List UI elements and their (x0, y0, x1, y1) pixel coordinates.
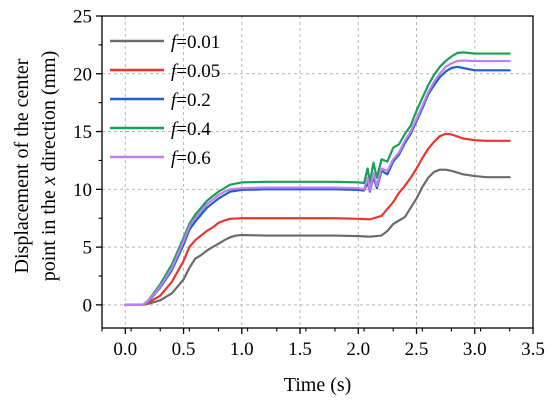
x-tick-label: 0.5 (172, 339, 196, 360)
x-tick-label: 2.0 (346, 339, 370, 360)
legend-label: f=0.2 (171, 90, 211, 111)
legend-item-4: f=0.4 (110, 119, 211, 140)
y-tick-label: 25 (73, 7, 92, 28)
grid (102, 16, 533, 328)
plot-frame (101, 15, 534, 329)
legend-label-variable: f (171, 148, 179, 169)
y-axis-label: Displacement of the center point in the … (11, 51, 60, 282)
y-tick-label: 10 (73, 180, 92, 201)
legend-label-value: =0.01 (176, 32, 220, 53)
y-axis-label-prefix: point in the (38, 185, 60, 281)
axis-ticks: 0.0 0.5 1.0 1.5 2.0 2.5 3.0 3.5 0 5 10 15 20 25 (73, 7, 545, 361)
legend-label-variable: f (171, 61, 179, 82)
legend-label-value: =0.6 (176, 148, 210, 169)
x-axis-label: Time (s) (284, 374, 352, 396)
series-line-2 (124, 132, 511, 306)
y-axis-label-suffix: direction (mm) (38, 51, 60, 177)
x-tick-label: 3.0 (463, 339, 487, 360)
y-axis-label-variable: x (38, 176, 60, 186)
legend-item-5: f=0.6 (110, 148, 211, 169)
x-tick-label: 3.5 (521, 339, 545, 360)
series-line-5 (124, 59, 511, 306)
legend-label: f=0.05 (171, 61, 220, 82)
series-lines (124, 51, 511, 306)
x-tick-label: 0.0 (113, 339, 137, 360)
series-line-4 (124, 51, 511, 306)
legend-label: f=0.4 (171, 119, 211, 140)
legend-item-1: f=0.01 (110, 32, 220, 53)
legend-item-2: f=0.05 (110, 61, 220, 82)
legend-label-value: =0.4 (176, 119, 211, 140)
legend-label: f=0.01 (171, 32, 220, 53)
y-axis-label-line2: point in the x direction (mm) (38, 51, 60, 282)
x-tick-label: 2.5 (405, 339, 429, 360)
legend-item-3: f=0.2 (110, 90, 211, 111)
x-tick-label: 1.0 (230, 339, 254, 360)
x-tick-label: 1.5 (288, 339, 312, 360)
legend-label-value: =0.05 (176, 61, 220, 82)
legend-label-variable: f (171, 32, 179, 53)
series-line-1 (124, 168, 511, 306)
legend: f=0.01f=0.05f=0.2f=0.4f=0.6 (110, 32, 220, 169)
legend-label: f=0.6 (171, 148, 211, 169)
legend-label-variable: f (171, 119, 179, 140)
y-tick-label: 0 (83, 295, 93, 316)
legend-label-value: =0.2 (176, 90, 210, 111)
y-tick-label: 5 (83, 238, 93, 259)
y-axis-label-line1: Displacement of the center (11, 58, 33, 273)
y-tick-label: 15 (73, 122, 92, 143)
y-tick-label: 20 (73, 64, 92, 85)
legend-label-variable: f (171, 90, 179, 111)
